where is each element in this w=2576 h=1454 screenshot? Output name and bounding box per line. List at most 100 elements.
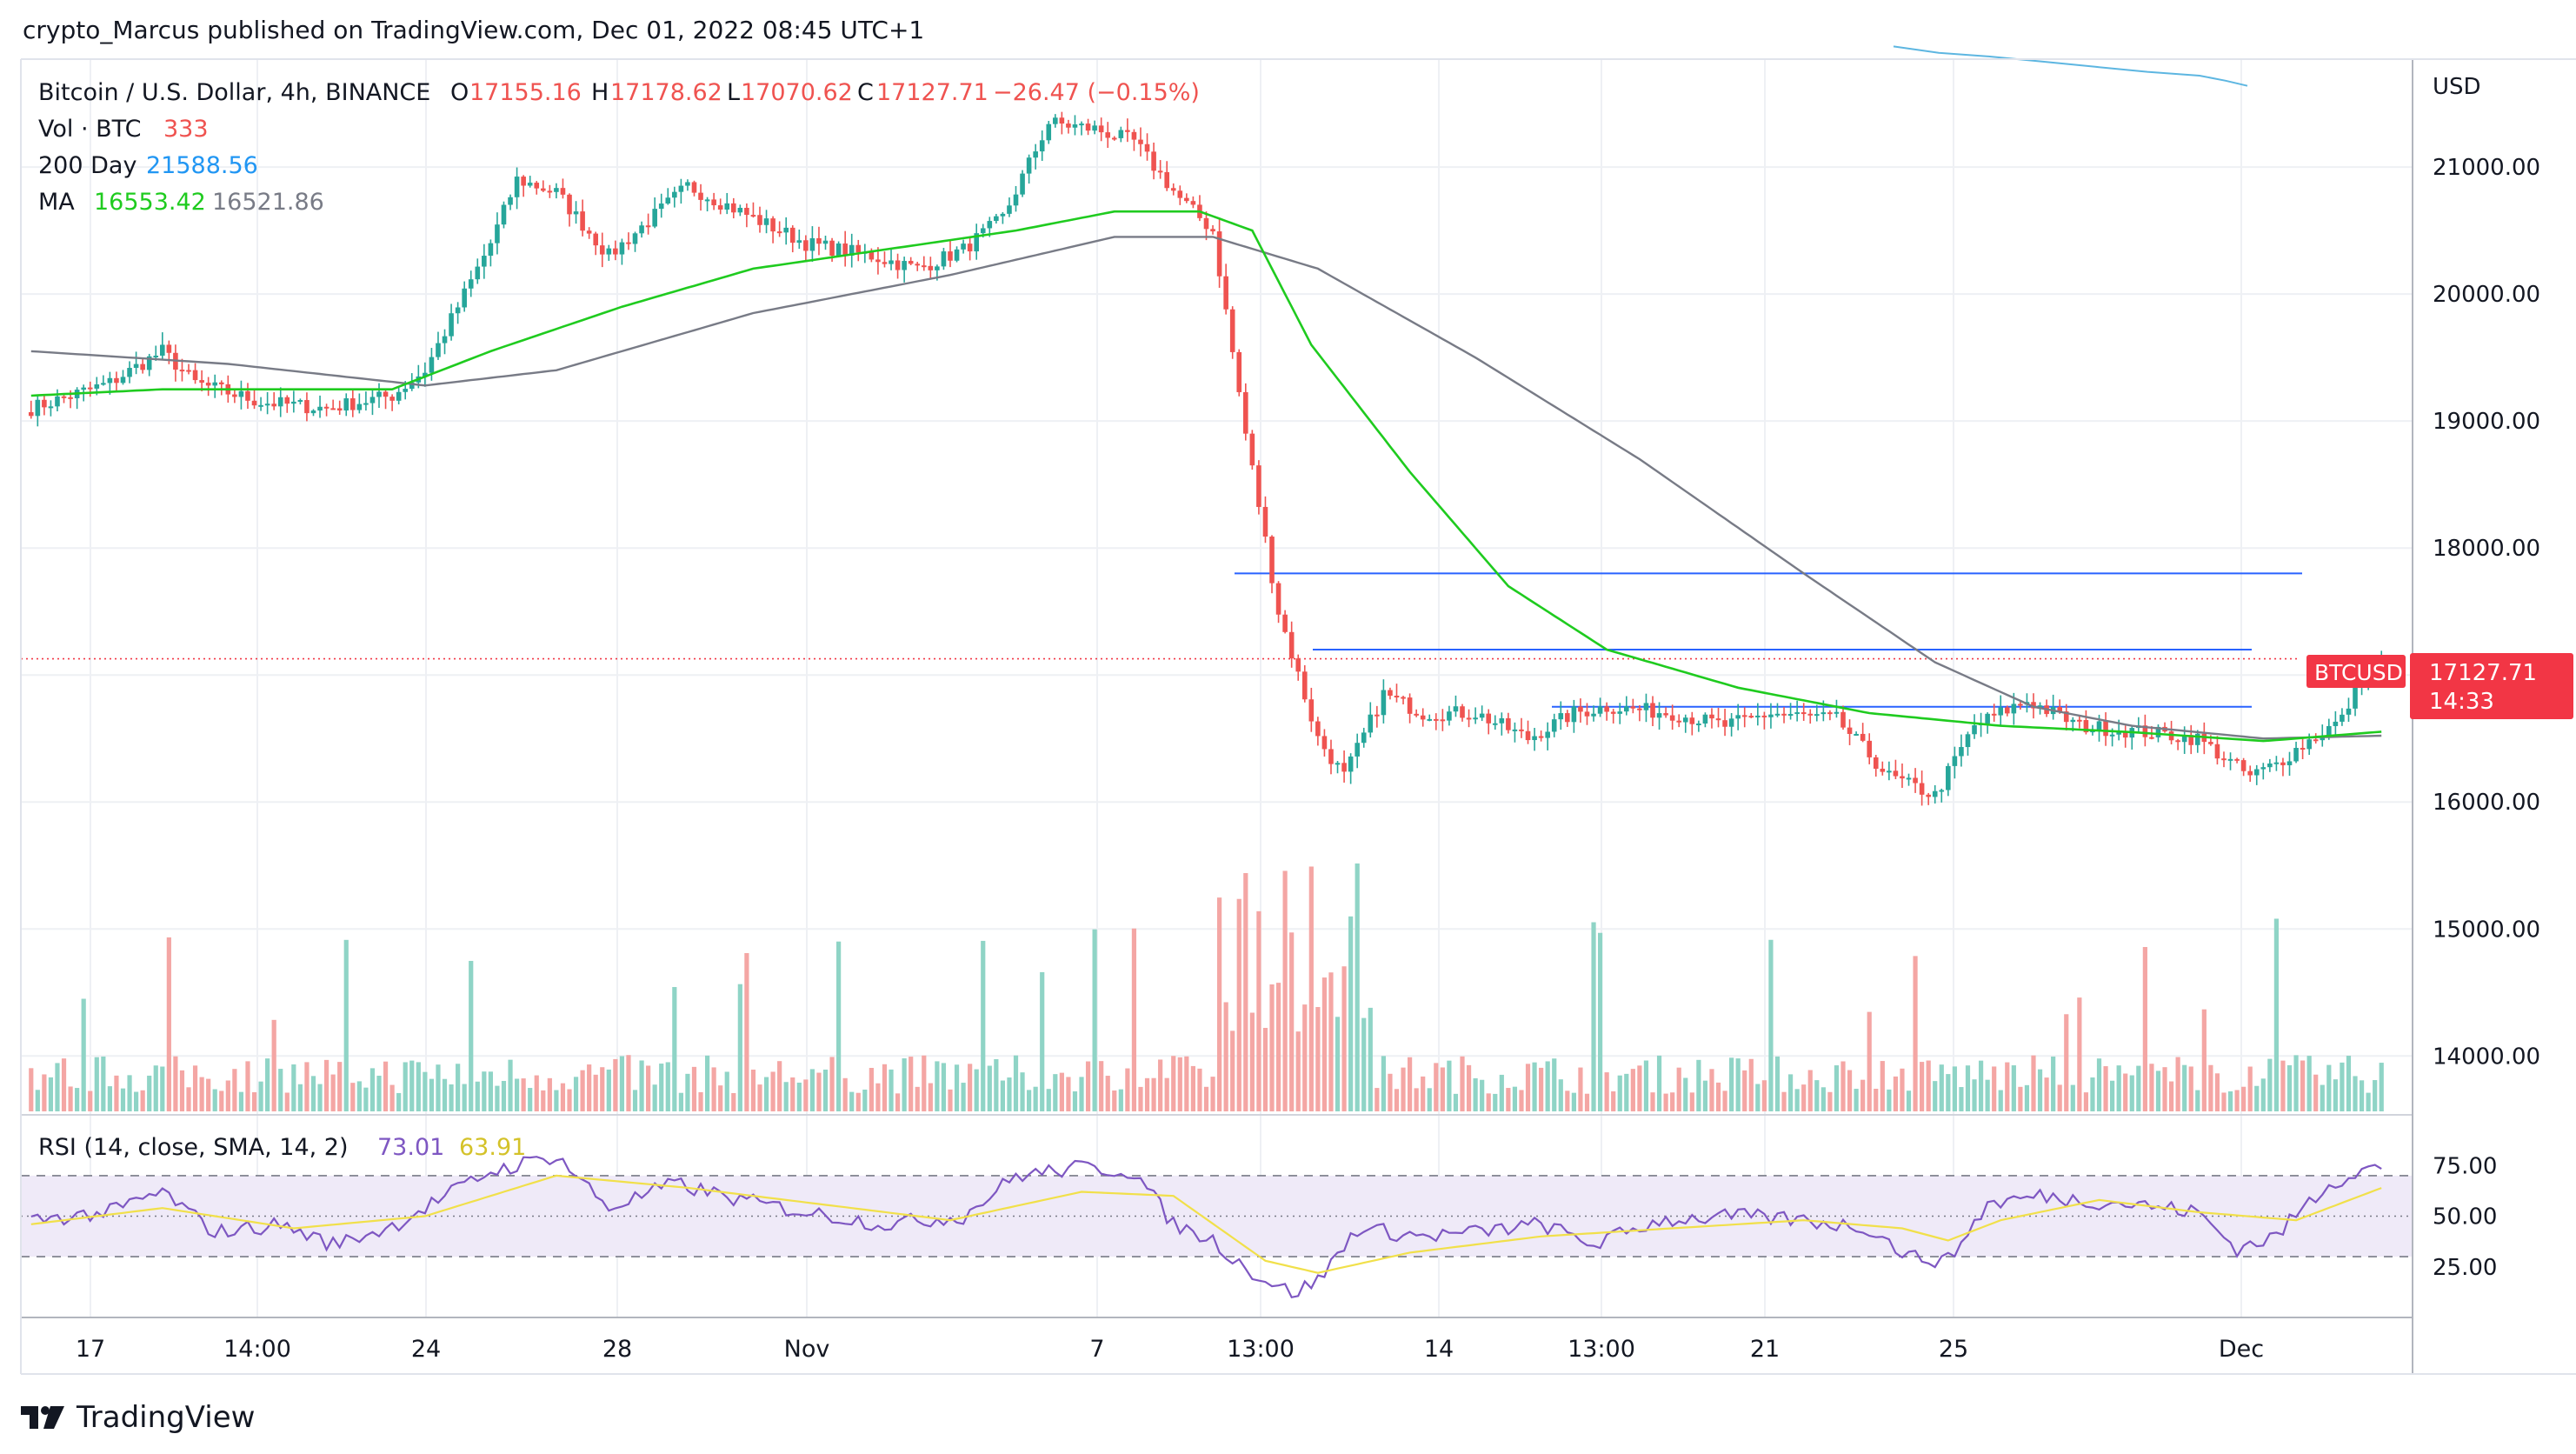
volume-bar bbox=[2037, 1069, 2043, 1111]
legend-200day-label: 200 Day bbox=[38, 152, 136, 179]
candle-body bbox=[153, 355, 159, 357]
candle-body bbox=[1814, 714, 1820, 717]
volume-bar bbox=[2333, 1079, 2338, 1111]
volume-bar bbox=[1275, 983, 1281, 1111]
volume-bar bbox=[567, 1089, 572, 1111]
volume-bar bbox=[1217, 897, 1222, 1111]
candle-body bbox=[1538, 736, 1544, 738]
volume-bar bbox=[508, 1059, 513, 1111]
candle-body bbox=[1315, 721, 1321, 737]
candle-body bbox=[343, 398, 349, 411]
candle-body bbox=[1066, 123, 1071, 128]
volume-bar bbox=[2182, 1064, 2187, 1111]
volume-bar bbox=[928, 1083, 933, 1111]
candle-body bbox=[55, 396, 60, 407]
volume-bar bbox=[1584, 1093, 1590, 1111]
candle-body bbox=[987, 221, 993, 229]
volume-bar bbox=[1794, 1089, 1800, 1111]
chart-legend: Bitcoin / U.S. Dollar, 4h, BINANCE O 171… bbox=[38, 79, 1200, 1161]
candle-body bbox=[245, 390, 250, 401]
volume-bar bbox=[1466, 1064, 1472, 1111]
volume-bar bbox=[895, 1093, 901, 1111]
candle-body bbox=[1295, 658, 1301, 672]
footer-brand[interactable]: TradingView bbox=[21, 1400, 255, 1435]
volume-bar bbox=[1000, 1080, 1006, 1111]
volume-bar bbox=[783, 1082, 789, 1111]
volume-bar bbox=[2306, 1056, 2312, 1111]
volume-bar bbox=[1125, 1068, 1130, 1111]
volume-bar bbox=[1053, 1074, 1058, 1111]
candle-body bbox=[310, 410, 316, 414]
candle-body bbox=[1578, 706, 1583, 712]
volume-bar bbox=[698, 1091, 703, 1111]
volume-bar bbox=[1138, 1086, 1143, 1111]
candle-body bbox=[1584, 711, 1590, 717]
volume-bar bbox=[1190, 1065, 1195, 1111]
candle-body bbox=[369, 397, 376, 404]
candle-body bbox=[737, 208, 743, 213]
candle-body bbox=[573, 211, 579, 215]
volume-bar bbox=[541, 1090, 546, 1111]
volume-bar bbox=[1591, 922, 1596, 1111]
candle-body bbox=[961, 243, 966, 250]
rsi-tick-label: 75.00 bbox=[2433, 1153, 2497, 1179]
time-tick-label: 14 bbox=[1424, 1336, 1454, 1363]
publish-header: crypto_Marcus published on TradingView.c… bbox=[23, 16, 925, 44]
candle-body bbox=[835, 243, 842, 256]
volume-bar bbox=[1768, 939, 1774, 1111]
volume-bar bbox=[1611, 1090, 1616, 1111]
volume-bar bbox=[1807, 1070, 1813, 1111]
volume-bar bbox=[475, 1081, 480, 1111]
volume-bar bbox=[1315, 1007, 1321, 1111]
candle-body bbox=[2122, 730, 2128, 738]
candle-body bbox=[783, 227, 789, 233]
candle-body bbox=[744, 208, 749, 216]
candle-body bbox=[2280, 762, 2286, 765]
candle-body bbox=[271, 404, 276, 407]
time-axis[interactable]: 17 14:00 24 28 Nov 7 13:00 14 13:00 21 25 Dec bbox=[76, 1336, 2264, 1363]
volume-bar bbox=[403, 1062, 408, 1111]
candle-body bbox=[1138, 139, 1143, 144]
volume-bar bbox=[1158, 1059, 1163, 1111]
legend-l-value: 17070.62 bbox=[741, 79, 853, 106]
candle-body bbox=[423, 372, 428, 377]
candle-body bbox=[436, 343, 441, 357]
candle-body bbox=[1643, 703, 1649, 710]
candle-body bbox=[1545, 731, 1550, 738]
candle-body bbox=[2286, 761, 2293, 765]
price-tick-label: 15000.00 bbox=[2433, 917, 2540, 943]
candle-body bbox=[455, 307, 461, 314]
candle-body bbox=[974, 233, 979, 252]
candle-body bbox=[1434, 718, 1439, 721]
volume-bar bbox=[179, 1070, 185, 1111]
candle-body bbox=[829, 240, 835, 256]
candle-body bbox=[232, 394, 237, 397]
volume-bar bbox=[593, 1074, 598, 1111]
candle-body bbox=[1919, 783, 1925, 795]
volume-bar bbox=[1473, 1077, 1478, 1111]
volume-bar bbox=[94, 1057, 99, 1111]
volume-bar bbox=[1978, 1060, 1984, 1111]
candle-body bbox=[1288, 631, 1295, 659]
volume-bar bbox=[1920, 1062, 1925, 1111]
candle-body bbox=[1597, 706, 1603, 714]
candle-body bbox=[2057, 707, 2062, 712]
volume-bar bbox=[2340, 1062, 2345, 1111]
candle-body bbox=[1039, 140, 1045, 152]
volume-bar bbox=[271, 1019, 276, 1111]
volume-bar bbox=[2011, 1065, 2016, 1111]
volume-bar bbox=[2273, 918, 2279, 1111]
volume-bar bbox=[1702, 1080, 1708, 1111]
volume-bar bbox=[1854, 1089, 1859, 1111]
volume-bar bbox=[606, 1069, 611, 1111]
volume-bar bbox=[238, 1091, 244, 1111]
volume-bar bbox=[1460, 1056, 1465, 1111]
volume-bar bbox=[731, 1092, 736, 1111]
candle-body bbox=[842, 243, 848, 256]
volume-bar bbox=[469, 960, 474, 1111]
candle-body bbox=[1085, 123, 1091, 131]
candle-body bbox=[317, 406, 323, 411]
candle-body bbox=[1604, 706, 1609, 712]
volume-bar bbox=[1105, 1076, 1110, 1111]
